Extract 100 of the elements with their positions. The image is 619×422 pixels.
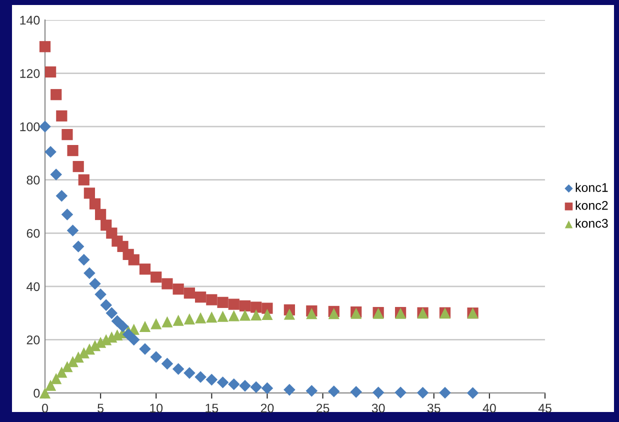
- point: [466, 387, 479, 399]
- point: [72, 240, 84, 252]
- point: [239, 300, 251, 312]
- point: [261, 382, 274, 394]
- x-tick-label: 15: [206, 404, 218, 413]
- point: [416, 386, 429, 399]
- point: [45, 380, 56, 391]
- point: [228, 310, 240, 322]
- point: [194, 371, 206, 383]
- point: [95, 208, 106, 220]
- point: [284, 308, 295, 320]
- y-tick-label: 100: [20, 122, 40, 132]
- point: [116, 320, 129, 332]
- point: [139, 343, 151, 355]
- point: [306, 308, 318, 320]
- point: [161, 358, 174, 370]
- point: [66, 224, 79, 236]
- point: [78, 174, 90, 186]
- point: [184, 313, 195, 324]
- y-tick-label: 140: [20, 16, 40, 25]
- point: [328, 386, 340, 398]
- legend-label: konc3: [576, 218, 608, 228]
- y-tick-label: 120: [20, 69, 40, 78]
- point: [100, 299, 112, 311]
- point: [56, 366, 68, 378]
- point: [172, 284, 184, 295]
- point: [162, 316, 173, 328]
- point: [262, 302, 273, 314]
- point: [328, 308, 340, 320]
- point: [111, 315, 124, 327]
- point: [172, 363, 184, 375]
- point: [45, 66, 56, 78]
- point: [139, 264, 151, 275]
- point: [89, 278, 101, 290]
- point: [350, 386, 362, 398]
- point: [128, 334, 140, 346]
- point: [184, 288, 195, 299]
- point: [206, 312, 218, 323]
- legend-label: konc1: [576, 182, 608, 192]
- point: [78, 254, 90, 266]
- point: [39, 41, 51, 52]
- point: [306, 384, 318, 397]
- point: [150, 318, 162, 330]
- point: [239, 380, 251, 392]
- point: [206, 294, 218, 306]
- x-tick-label: 0: [42, 404, 48, 413]
- point: [72, 160, 84, 172]
- y-tick-label: 0: [34, 388, 40, 398]
- point: [217, 310, 228, 322]
- point: [50, 89, 62, 100]
- point: [122, 328, 134, 340]
- point: [84, 267, 96, 279]
- point: [89, 198, 101, 210]
- x-tick-label: 30: [372, 404, 385, 413]
- point: [172, 314, 184, 326]
- point: [195, 312, 206, 324]
- point: [128, 254, 140, 266]
- point: [184, 367, 196, 379]
- point: [44, 146, 56, 158]
- point: [206, 374, 218, 386]
- legend-label: konc2: [576, 200, 608, 210]
- x-tick-label: 35: [427, 404, 440, 413]
- point: [94, 288, 106, 300]
- point: [39, 120, 51, 132]
- point: [56, 190, 68, 202]
- point: [150, 351, 162, 363]
- point: [262, 308, 273, 320]
- point: [39, 387, 51, 399]
- point: [62, 129, 73, 140]
- point: [84, 188, 95, 199]
- point: [62, 361, 73, 372]
- point: [372, 386, 384, 398]
- y-tick-label: 20: [26, 336, 40, 344]
- x-tick-label: 25: [316, 404, 330, 413]
- point: [250, 309, 262, 320]
- x-tick-label: 45: [538, 404, 552, 413]
- point: [250, 381, 262, 394]
- y-tick-label: 60: [26, 228, 40, 238]
- point: [228, 298, 240, 310]
- point: [162, 278, 173, 290]
- point: [394, 386, 406, 398]
- point: [150, 272, 162, 283]
- point: [217, 296, 228, 308]
- point: [284, 384, 296, 396]
- point: [216, 376, 229, 388]
- point: [139, 320, 151, 332]
- y-tick-label: 80: [26, 176, 40, 185]
- point: [56, 110, 68, 122]
- point: [67, 144, 78, 156]
- point: [250, 302, 262, 313]
- point: [195, 292, 206, 303]
- point: [50, 168, 62, 180]
- x-tick-label: 10: [150, 404, 163, 413]
- x-tick-label: 40: [482, 404, 496, 413]
- x-tick-label: 5: [98, 404, 104, 413]
- point: [239, 310, 251, 321]
- x-tick-label: 20: [260, 404, 274, 413]
- y-tick-label: 40: [26, 282, 40, 292]
- point: [106, 307, 118, 319]
- point: [228, 378, 240, 390]
